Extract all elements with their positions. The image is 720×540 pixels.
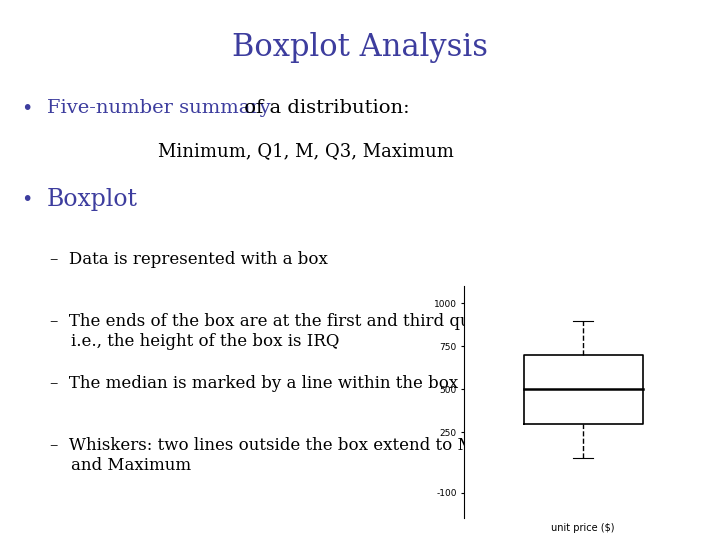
Text: Five-number summary: Five-number summary — [47, 99, 271, 117]
Text: •: • — [22, 98, 33, 118]
Text: –  Whiskers: two lines outside the box extend to Minimum
    and Maximum: – Whiskers: two lines outside the box ex… — [50, 437, 539, 474]
Text: –  The median is marked by a line within the box: – The median is marked by a line within … — [50, 375, 459, 392]
Text: –  Data is represented with a box: – Data is represented with a box — [50, 251, 328, 268]
Text: of a distribution:: of a distribution: — [238, 99, 409, 117]
Text: –  The ends of the box are at the first and third quartiles,
    i.e., the heigh: – The ends of the box are at the first a… — [50, 313, 530, 350]
Text: •: • — [22, 190, 33, 210]
Text: Boxplot Analysis: Boxplot Analysis — [232, 32, 488, 63]
Text: Boxplot: Boxplot — [47, 188, 138, 211]
Text: Minimum, Q1, M, Q3, Maximum: Minimum, Q1, M, Q3, Maximum — [158, 142, 454, 160]
